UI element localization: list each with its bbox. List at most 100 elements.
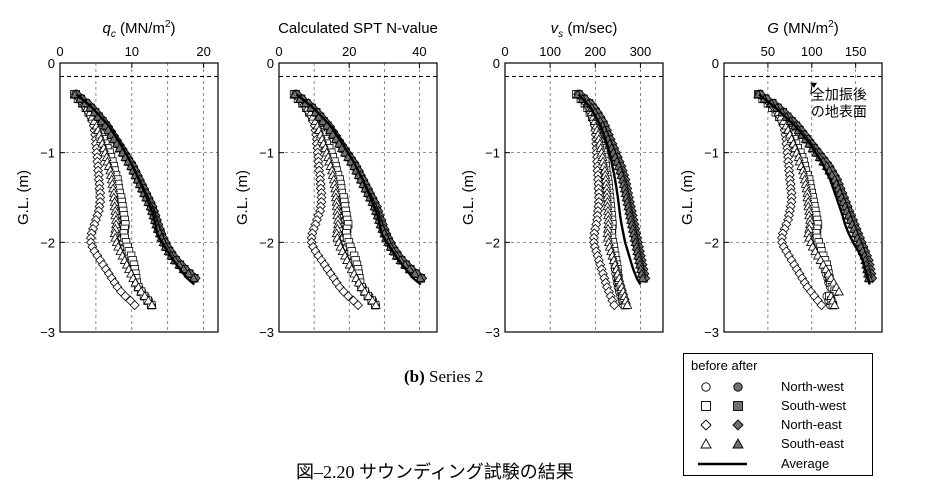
y-tick-label: −3	[485, 325, 500, 340]
plot-frame	[504, 62, 664, 333]
data-point-diamond-before	[816, 300, 827, 311]
legend-label-south-east: South-east	[781, 436, 844, 451]
legend-label-south-west: South-west	[781, 398, 847, 413]
legend-row-south-east: South-east	[684, 435, 872, 453]
chart-title-subscript: c	[111, 29, 116, 40]
x-tick-label: 0	[275, 44, 282, 59]
y-tick-label: −1	[259, 146, 274, 161]
data-point-triangle-before	[139, 291, 150, 300]
chart-title-main: q	[102, 20, 111, 37]
data-points	[289, 89, 428, 311]
chart-title-units: (MN/m	[779, 20, 828, 37]
x-tick-label: 300	[630, 44, 652, 59]
data-points	[70, 89, 201, 311]
annotation-arrow-line	[810, 83, 813, 95]
plot-frame	[278, 62, 438, 333]
legend-markers-south-west	[701, 401, 743, 411]
chart-title-main: Calculated SPT N-value	[278, 20, 438, 37]
chart-title: qc (MN/m2)	[102, 19, 175, 40]
chart-title-main: G	[767, 20, 779, 37]
data-point-diamond-before	[353, 300, 363, 311]
plot-frame	[59, 62, 219, 333]
y-tick-label: −3	[40, 325, 55, 340]
sounding-test-figure: qc (MN/m2)G.L. (m)0 10 200−1−2−3Calculated…	[15, 19, 883, 340]
legend-header: before after	[691, 358, 758, 373]
legend-markers-north-west	[701, 382, 743, 392]
average-line	[75, 93, 196, 286]
legend-label-north-east: North-east	[781, 417, 842, 432]
y-tick-label: −3	[259, 325, 274, 340]
data-point-triangle-before	[834, 286, 844, 296]
data-point-triangle-after	[183, 268, 194, 278]
data-point-triangle-before	[370, 299, 381, 309]
x-tick-label: 0	[501, 44, 508, 59]
chart-title: vs (m/sec)	[551, 20, 618, 40]
legend-markers-north-east	[700, 419, 744, 431]
annotation-text: の地表面	[811, 103, 867, 119]
data-point-triangle-before	[622, 299, 633, 309]
chart-title: G (MN/m2)	[767, 19, 838, 37]
data-point-triangle-before	[143, 295, 154, 305]
y-tick-label: −1	[485, 146, 500, 161]
chart-title-units: (m/sec)	[563, 20, 617, 37]
chart-panel-1: qc (MN/m2) G.L. (m) 0 10 20 0 −1 −2 −3	[15, 19, 219, 340]
legend-line-average	[698, 462, 747, 466]
data-point-diamond-before	[343, 291, 354, 302]
data-point-triangle-after	[188, 273, 199, 282]
y-tick-label: −3	[704, 325, 719, 340]
y-tick-label: 0	[267, 56, 274, 71]
legend-row-south-west: South-west	[684, 397, 872, 415]
legend-row-north-east: North-east	[684, 416, 872, 434]
chart-title-main: v	[551, 20, 560, 37]
data-point-triangle-after	[409, 268, 420, 278]
data-point-triangle-before	[829, 299, 840, 309]
y-tick-label: −2	[485, 235, 500, 250]
subcaption-text: Series 2	[429, 367, 484, 386]
data-point-triangle-after	[415, 273, 426, 282]
legend-row-average: Average	[684, 455, 872, 473]
y-tick-label: −1	[40, 146, 55, 161]
chart-panel-3: vs (m/sec) G.L. (m) 0 100 200 300 0 −1 −2 −3	[460, 20, 664, 340]
y-tick-label: −1	[704, 146, 719, 161]
legend-label-average: Average	[781, 456, 830, 471]
x-tick-label: 150	[845, 44, 867, 59]
x-tick-label: 100	[539, 44, 561, 59]
data-point-triangle-before	[359, 286, 370, 296]
y-tick-label: −2	[40, 235, 55, 250]
x-tick-label: 10	[125, 44, 139, 59]
data-point-triangle-after	[637, 273, 648, 282]
chart-title-superscript: 2	[828, 19, 834, 30]
figure-caption: 図–2.20 サウンディング試験の結果	[296, 462, 574, 482]
annotation-text: 全加振後	[811, 86, 867, 102]
y-tick-label: −2	[259, 235, 274, 250]
data-point-triangle-before	[146, 299, 157, 309]
data-point-triangle-before	[136, 286, 147, 296]
plot-frame	[723, 62, 883, 333]
average-line	[758, 93, 871, 285]
x-tick-label: 50	[761, 44, 775, 59]
chart-title-superscript: 2	[165, 19, 171, 30]
chart-title-units: (MN/m	[116, 20, 165, 37]
annotation-arrowhead	[810, 82, 818, 88]
y-tick-label: 0	[48, 56, 55, 71]
y-axis-label: G.L. (m)	[460, 170, 477, 225]
x-tick-label: 0	[56, 44, 63, 59]
data-point-triangle-before	[363, 291, 374, 300]
y-tick-label: 0	[493, 56, 500, 71]
y-axis-label: G.L. (m)	[679, 170, 696, 225]
y-tick-label: −2	[704, 235, 719, 250]
chart-title-close: )	[171, 20, 176, 37]
legend-label-north-west: North-west	[781, 379, 844, 394]
x-tick-label: 20	[342, 44, 356, 59]
legend-row-north-west: North-west	[684, 378, 872, 396]
x-tick-label: 20	[196, 44, 210, 59]
subcaption-label: (b)	[404, 367, 425, 386]
chart-title-subscript: s	[558, 29, 563, 40]
chart-panel-2: Calculated SPT N-value G.L. (m) 0 20 40 0 −1 −2…	[234, 20, 438, 340]
chart-title: Calculated SPT N-value	[278, 20, 438, 37]
y-axis-label: G.L. (m)	[15, 170, 32, 225]
x-tick-label: 40	[412, 44, 426, 59]
data-point-diamond-before	[120, 291, 131, 302]
legend-markers-south-east	[700, 438, 744, 449]
